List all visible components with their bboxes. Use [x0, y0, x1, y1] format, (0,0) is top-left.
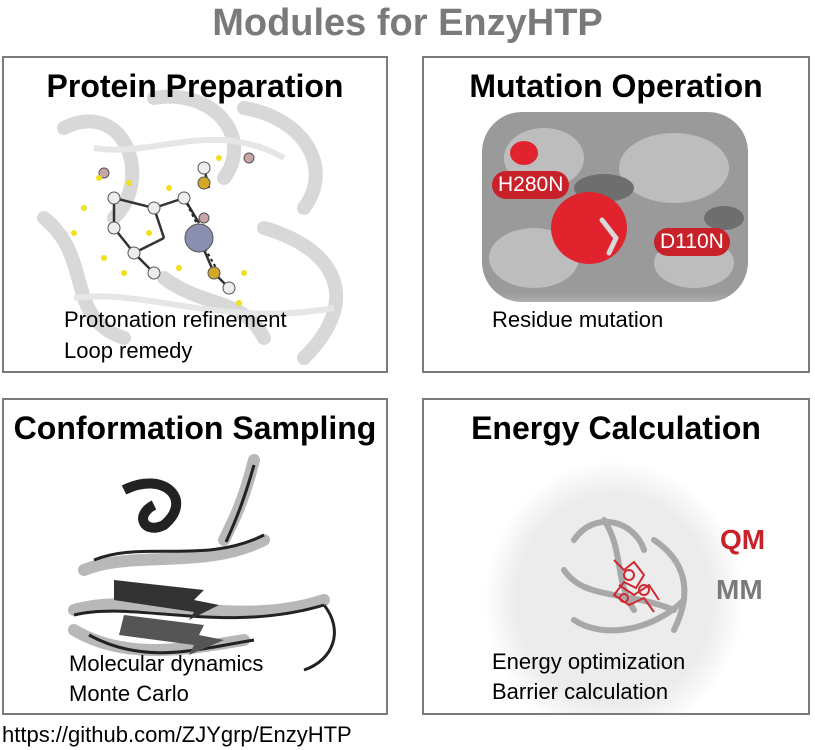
- panel-title: Mutation Operation: [469, 68, 763, 104]
- panel-label-line: Energy optimization: [492, 649, 686, 674]
- protein-structure-illustration: [37, 89, 343, 365]
- panel-energy-calculation: Energy Calculation QM MM Energy optimiza…: [422, 398, 810, 715]
- panel-label-line: Molecular dynamics: [69, 651, 264, 676]
- panel-label-line: Barrier calculation: [492, 679, 669, 704]
- panel-title: Energy Calculation: [471, 410, 761, 446]
- mm-legend-label: MM: [716, 574, 763, 605]
- panel-label-line: Monte Carlo: [69, 681, 189, 706]
- panel-label-line: Residue mutation: [492, 307, 664, 332]
- panel-title: Protein Preparation: [46, 68, 344, 104]
- panel-title: Conformation Sampling: [13, 410, 377, 446]
- panel-label-line: Loop remedy: [64, 338, 193, 363]
- mutation-tag: H280N: [492, 171, 570, 199]
- mutation-tag: D110N: [654, 228, 730, 256]
- qmmm-system-illustration: [484, 460, 744, 713]
- panel-mutation-operation: H280N D110N Mutation Operation Residue m…: [422, 56, 810, 373]
- conformation-ensemble-illustration: [68, 454, 336, 672]
- qm-legend-label: QM: [720, 524, 766, 555]
- repository-url: https://github.com/ZJYgrp/EnzyHTP: [2, 722, 352, 747]
- panel-protein-preparation: Protein Preparation Protonation refineme…: [2, 56, 388, 373]
- panel-label-line: Protonation refinement: [64, 307, 287, 332]
- panel-conformation-sampling: Conformation Sampling Molecular dynamics…: [2, 398, 388, 715]
- page-title: Modules for EnzyHTP: [212, 2, 603, 44]
